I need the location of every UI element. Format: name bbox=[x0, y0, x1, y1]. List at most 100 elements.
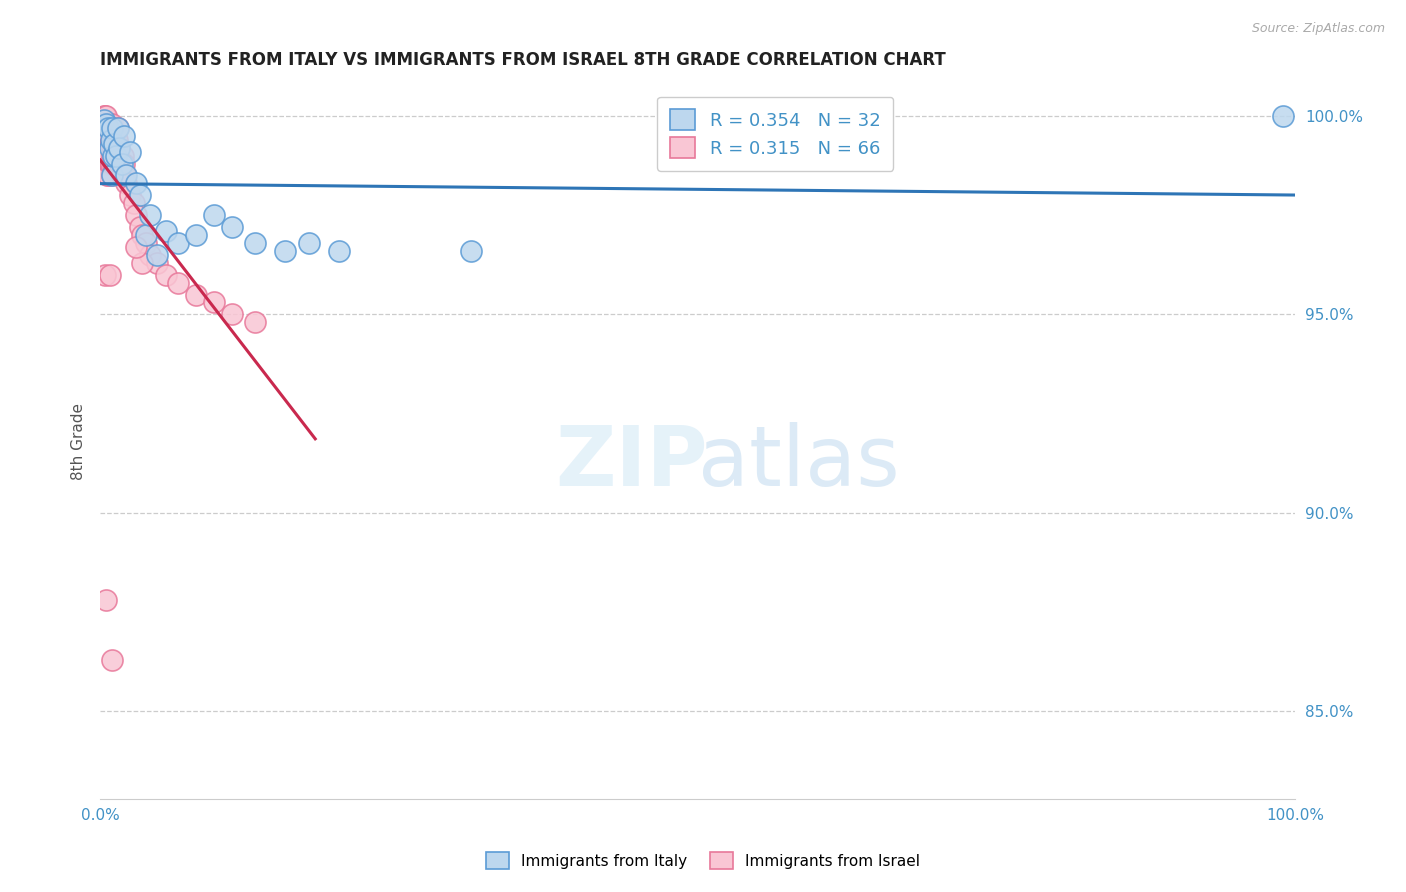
Point bbox=[460, 244, 482, 258]
Point bbox=[108, 141, 131, 155]
Point bbox=[98, 268, 121, 282]
Point bbox=[103, 136, 125, 151]
Point bbox=[107, 145, 129, 159]
Point bbox=[103, 136, 125, 151]
Point bbox=[94, 117, 117, 131]
Point bbox=[125, 208, 148, 222]
Point bbox=[94, 120, 117, 135]
Point bbox=[122, 196, 145, 211]
Point bbox=[94, 156, 117, 170]
Point bbox=[91, 117, 114, 131]
Point bbox=[91, 141, 114, 155]
Point bbox=[97, 169, 120, 183]
Point bbox=[115, 169, 138, 183]
Point bbox=[96, 148, 118, 162]
Point bbox=[101, 653, 124, 667]
Point bbox=[107, 120, 129, 135]
Point bbox=[103, 125, 125, 139]
Point bbox=[155, 268, 177, 282]
Point bbox=[96, 133, 118, 147]
Point bbox=[94, 136, 117, 151]
Point bbox=[101, 117, 124, 131]
Point bbox=[93, 128, 115, 143]
Point bbox=[98, 136, 121, 151]
Point bbox=[107, 120, 129, 135]
Point bbox=[100, 120, 122, 135]
Point bbox=[328, 244, 350, 258]
Point bbox=[105, 133, 128, 147]
Point bbox=[166, 276, 188, 290]
Point bbox=[111, 148, 134, 162]
Point bbox=[155, 224, 177, 238]
Point bbox=[128, 220, 150, 235]
Point bbox=[104, 128, 127, 143]
Point bbox=[94, 156, 117, 170]
Point bbox=[128, 188, 150, 202]
Text: IMMIGRANTS FROM ITALY VS IMMIGRANTS FROM ISRAEL 8TH GRADE CORRELATION CHART: IMMIGRANTS FROM ITALY VS IMMIGRANTS FROM… bbox=[100, 51, 946, 69]
Point bbox=[131, 227, 153, 242]
Point bbox=[94, 268, 117, 282]
Y-axis label: 8th Grade: 8th Grade bbox=[72, 403, 86, 480]
Point bbox=[131, 256, 153, 270]
Point bbox=[135, 227, 157, 242]
Legend: R = 0.354   N = 32, R = 0.315   N = 66: R = 0.354 N = 32, R = 0.315 N = 66 bbox=[658, 96, 893, 171]
Point bbox=[94, 109, 117, 123]
Point bbox=[166, 235, 188, 250]
Point bbox=[103, 148, 125, 162]
Point bbox=[139, 248, 162, 262]
Point bbox=[139, 208, 162, 222]
Point bbox=[100, 156, 122, 170]
Point bbox=[111, 169, 134, 183]
Point bbox=[101, 169, 124, 183]
Point bbox=[98, 156, 121, 170]
Point bbox=[103, 145, 125, 159]
Text: atlas: atlas bbox=[699, 423, 900, 503]
Point bbox=[100, 136, 122, 151]
Point bbox=[274, 244, 297, 258]
Point bbox=[108, 141, 131, 155]
Point bbox=[104, 148, 127, 162]
Point bbox=[115, 177, 138, 191]
Point bbox=[202, 295, 225, 310]
Point bbox=[97, 120, 120, 135]
Point bbox=[94, 120, 117, 135]
Point bbox=[101, 120, 124, 135]
Point bbox=[94, 593, 117, 607]
Point bbox=[125, 177, 148, 191]
Point bbox=[135, 235, 157, 250]
Text: ZIP: ZIP bbox=[555, 423, 709, 503]
Point bbox=[184, 227, 207, 242]
Point bbox=[245, 235, 267, 250]
Point bbox=[298, 235, 321, 250]
Point bbox=[112, 128, 135, 143]
Point bbox=[93, 156, 115, 170]
Point bbox=[101, 169, 124, 183]
Point bbox=[245, 315, 267, 329]
Point bbox=[202, 208, 225, 222]
Point bbox=[118, 145, 141, 159]
Point bbox=[111, 156, 134, 170]
Point bbox=[94, 109, 117, 123]
Point bbox=[98, 117, 121, 131]
Point bbox=[98, 141, 121, 155]
Point bbox=[97, 133, 120, 147]
Point bbox=[125, 240, 148, 254]
Point bbox=[104, 148, 127, 162]
Point bbox=[146, 248, 169, 262]
Point bbox=[94, 141, 117, 155]
Point bbox=[112, 156, 135, 170]
Point bbox=[1272, 109, 1295, 123]
Point bbox=[97, 117, 120, 131]
Legend: Immigrants from Italy, Immigrants from Israel: Immigrants from Italy, Immigrants from I… bbox=[479, 846, 927, 875]
Text: Source: ZipAtlas.com: Source: ZipAtlas.com bbox=[1251, 22, 1385, 36]
Point bbox=[146, 256, 169, 270]
Point bbox=[93, 109, 115, 123]
Point bbox=[96, 169, 118, 183]
Point bbox=[101, 148, 124, 162]
Point bbox=[110, 156, 132, 170]
Point bbox=[103, 156, 125, 170]
Point bbox=[100, 133, 122, 147]
Point bbox=[114, 169, 136, 183]
Point bbox=[103, 120, 125, 135]
Point bbox=[101, 133, 124, 147]
